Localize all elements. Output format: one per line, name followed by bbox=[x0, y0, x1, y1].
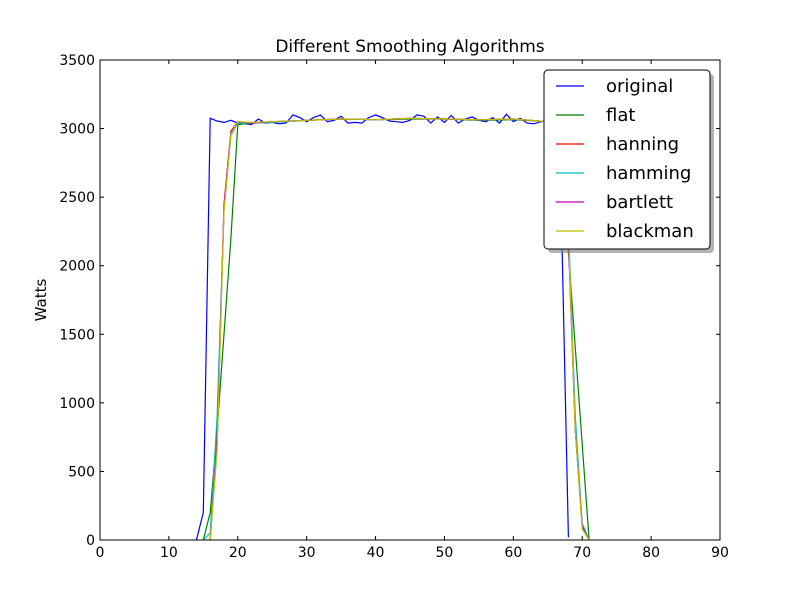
series-line-hamming bbox=[202, 117, 590, 540]
series-line-original bbox=[195, 113, 569, 540]
plot-area bbox=[195, 113, 590, 540]
legend-label-blackman: blackman bbox=[606, 221, 694, 242]
y-tick-label: 1000 bbox=[59, 396, 95, 412]
x-tick-label: 90 bbox=[711, 545, 729, 561]
series-line-blackman bbox=[209, 117, 590, 540]
x-tick-label: 10 bbox=[160, 545, 178, 561]
legend-box bbox=[543, 69, 711, 250]
x-tick-label: 0 bbox=[96, 545, 105, 561]
legend-label-flat: flat bbox=[606, 105, 635, 126]
x-tick-label: 60 bbox=[504, 545, 522, 561]
y-axis-label: Watts bbox=[32, 279, 50, 322]
y-tick-label: 3000 bbox=[59, 122, 95, 138]
series-line-flat bbox=[202, 118, 590, 540]
x-tick-label: 30 bbox=[298, 545, 316, 561]
legend-label-bartlett: bartlett bbox=[606, 192, 673, 213]
x-tick-label: 50 bbox=[436, 545, 454, 561]
x-tick-label: 20 bbox=[229, 545, 247, 561]
y-tick-label: 3500 bbox=[59, 53, 95, 69]
legend: original flat hanning hamming bartlett blackm… bbox=[543, 69, 714, 253]
x-tick-label: 80 bbox=[642, 545, 660, 561]
x-tick-label: 70 bbox=[573, 545, 591, 561]
chart-title: Different Smoothing Algorithms bbox=[275, 37, 544, 57]
y-tick-label: 2500 bbox=[59, 190, 95, 206]
axes: 0 10 20 30 40 50 60 70 80 90 0 500 1000 1500 2000 2500 3… bbox=[59, 53, 729, 561]
legend-label-hamming: hamming bbox=[606, 163, 691, 184]
y-tick-label: 500 bbox=[68, 464, 95, 480]
legend-label-original: original bbox=[606, 76, 673, 97]
series-line-bartlett bbox=[209, 117, 590, 540]
x-tick-label: 40 bbox=[367, 545, 385, 561]
series-lines bbox=[195, 113, 590, 540]
legend-label-hanning: hanning bbox=[606, 134, 679, 155]
series-line-hanning bbox=[209, 117, 590, 540]
y-tick-label: 0 bbox=[86, 533, 95, 549]
y-tick-label: 1500 bbox=[59, 327, 95, 343]
y-tick-label: 2000 bbox=[59, 259, 95, 275]
plot-frame bbox=[99, 59, 721, 541]
